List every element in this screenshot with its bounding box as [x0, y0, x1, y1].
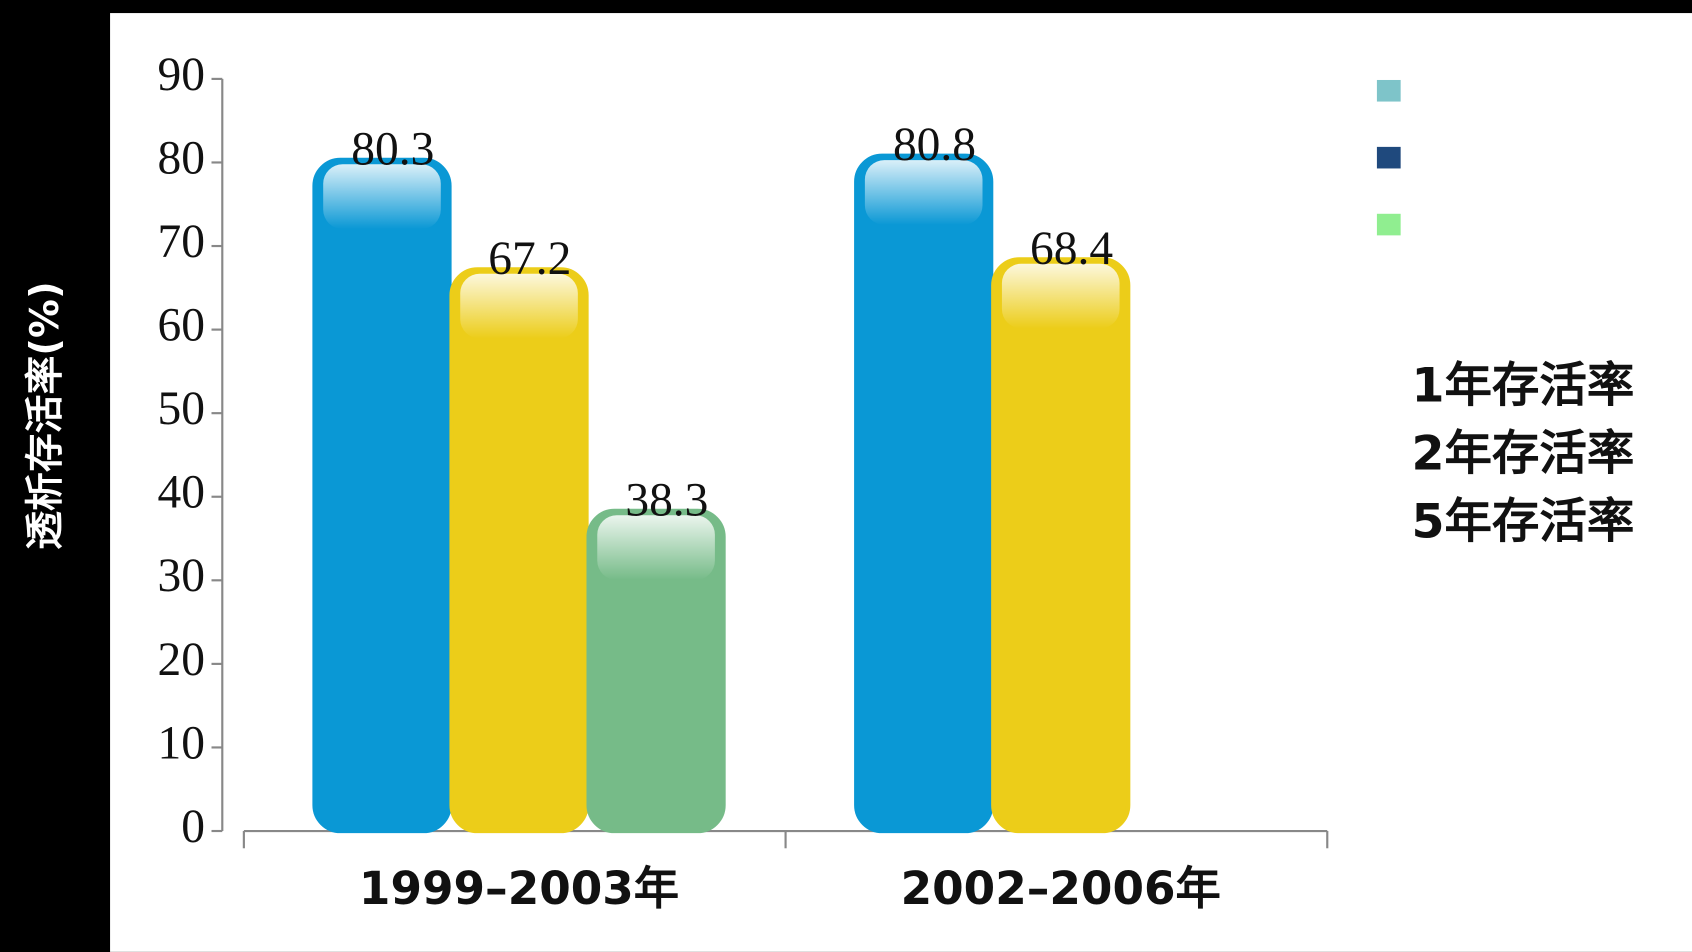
x-tick-label: 2002–2006年 [901, 862, 1221, 915]
y-tick-label: 90 [158, 49, 205, 101]
y-tick-label: 50 [158, 383, 205, 435]
bar [312, 157, 452, 834]
data-label: 80.8 [893, 119, 976, 171]
y-tick-label: 70 [158, 216, 205, 268]
legend-swatch [1376, 79, 1401, 102]
legend-label: 1年存活率 [1411, 359, 1634, 414]
data-label: 67.2 [488, 233, 571, 285]
legend-label: 2年存活率 [1411, 427, 1634, 482]
bar-shine [323, 164, 441, 230]
bar-shine [1001, 263, 1120, 329]
data-label: 80.3 [351, 123, 434, 175]
y-tick-label: 30 [158, 550, 205, 602]
bar [854, 153, 994, 834]
y-tick-label: 40 [158, 467, 205, 519]
data-label: 38.3 [625, 474, 708, 526]
y-tick-label: 0 [181, 801, 205, 853]
y-axis-label: 透析存活率(%) [23, 281, 68, 550]
bar-shine [597, 515, 715, 581]
x-tick-label: 1999–2003年 [359, 862, 679, 915]
bar [586, 508, 726, 834]
y-tick-label: 10 [158, 717, 205, 769]
bar-shine [864, 160, 983, 225]
bar [991, 257, 1131, 834]
y-tick-label: 60 [158, 299, 205, 351]
legend-swatch [1376, 146, 1401, 169]
y-tick-label: 80 [158, 132, 205, 184]
data-label: 68.4 [1030, 223, 1113, 275]
legend-label: 5年存活率 [1411, 495, 1634, 550]
y-tick-label: 20 [158, 634, 205, 686]
bar-shine [460, 273, 578, 339]
bar [449, 267, 589, 834]
legend-swatch [1376, 213, 1401, 236]
